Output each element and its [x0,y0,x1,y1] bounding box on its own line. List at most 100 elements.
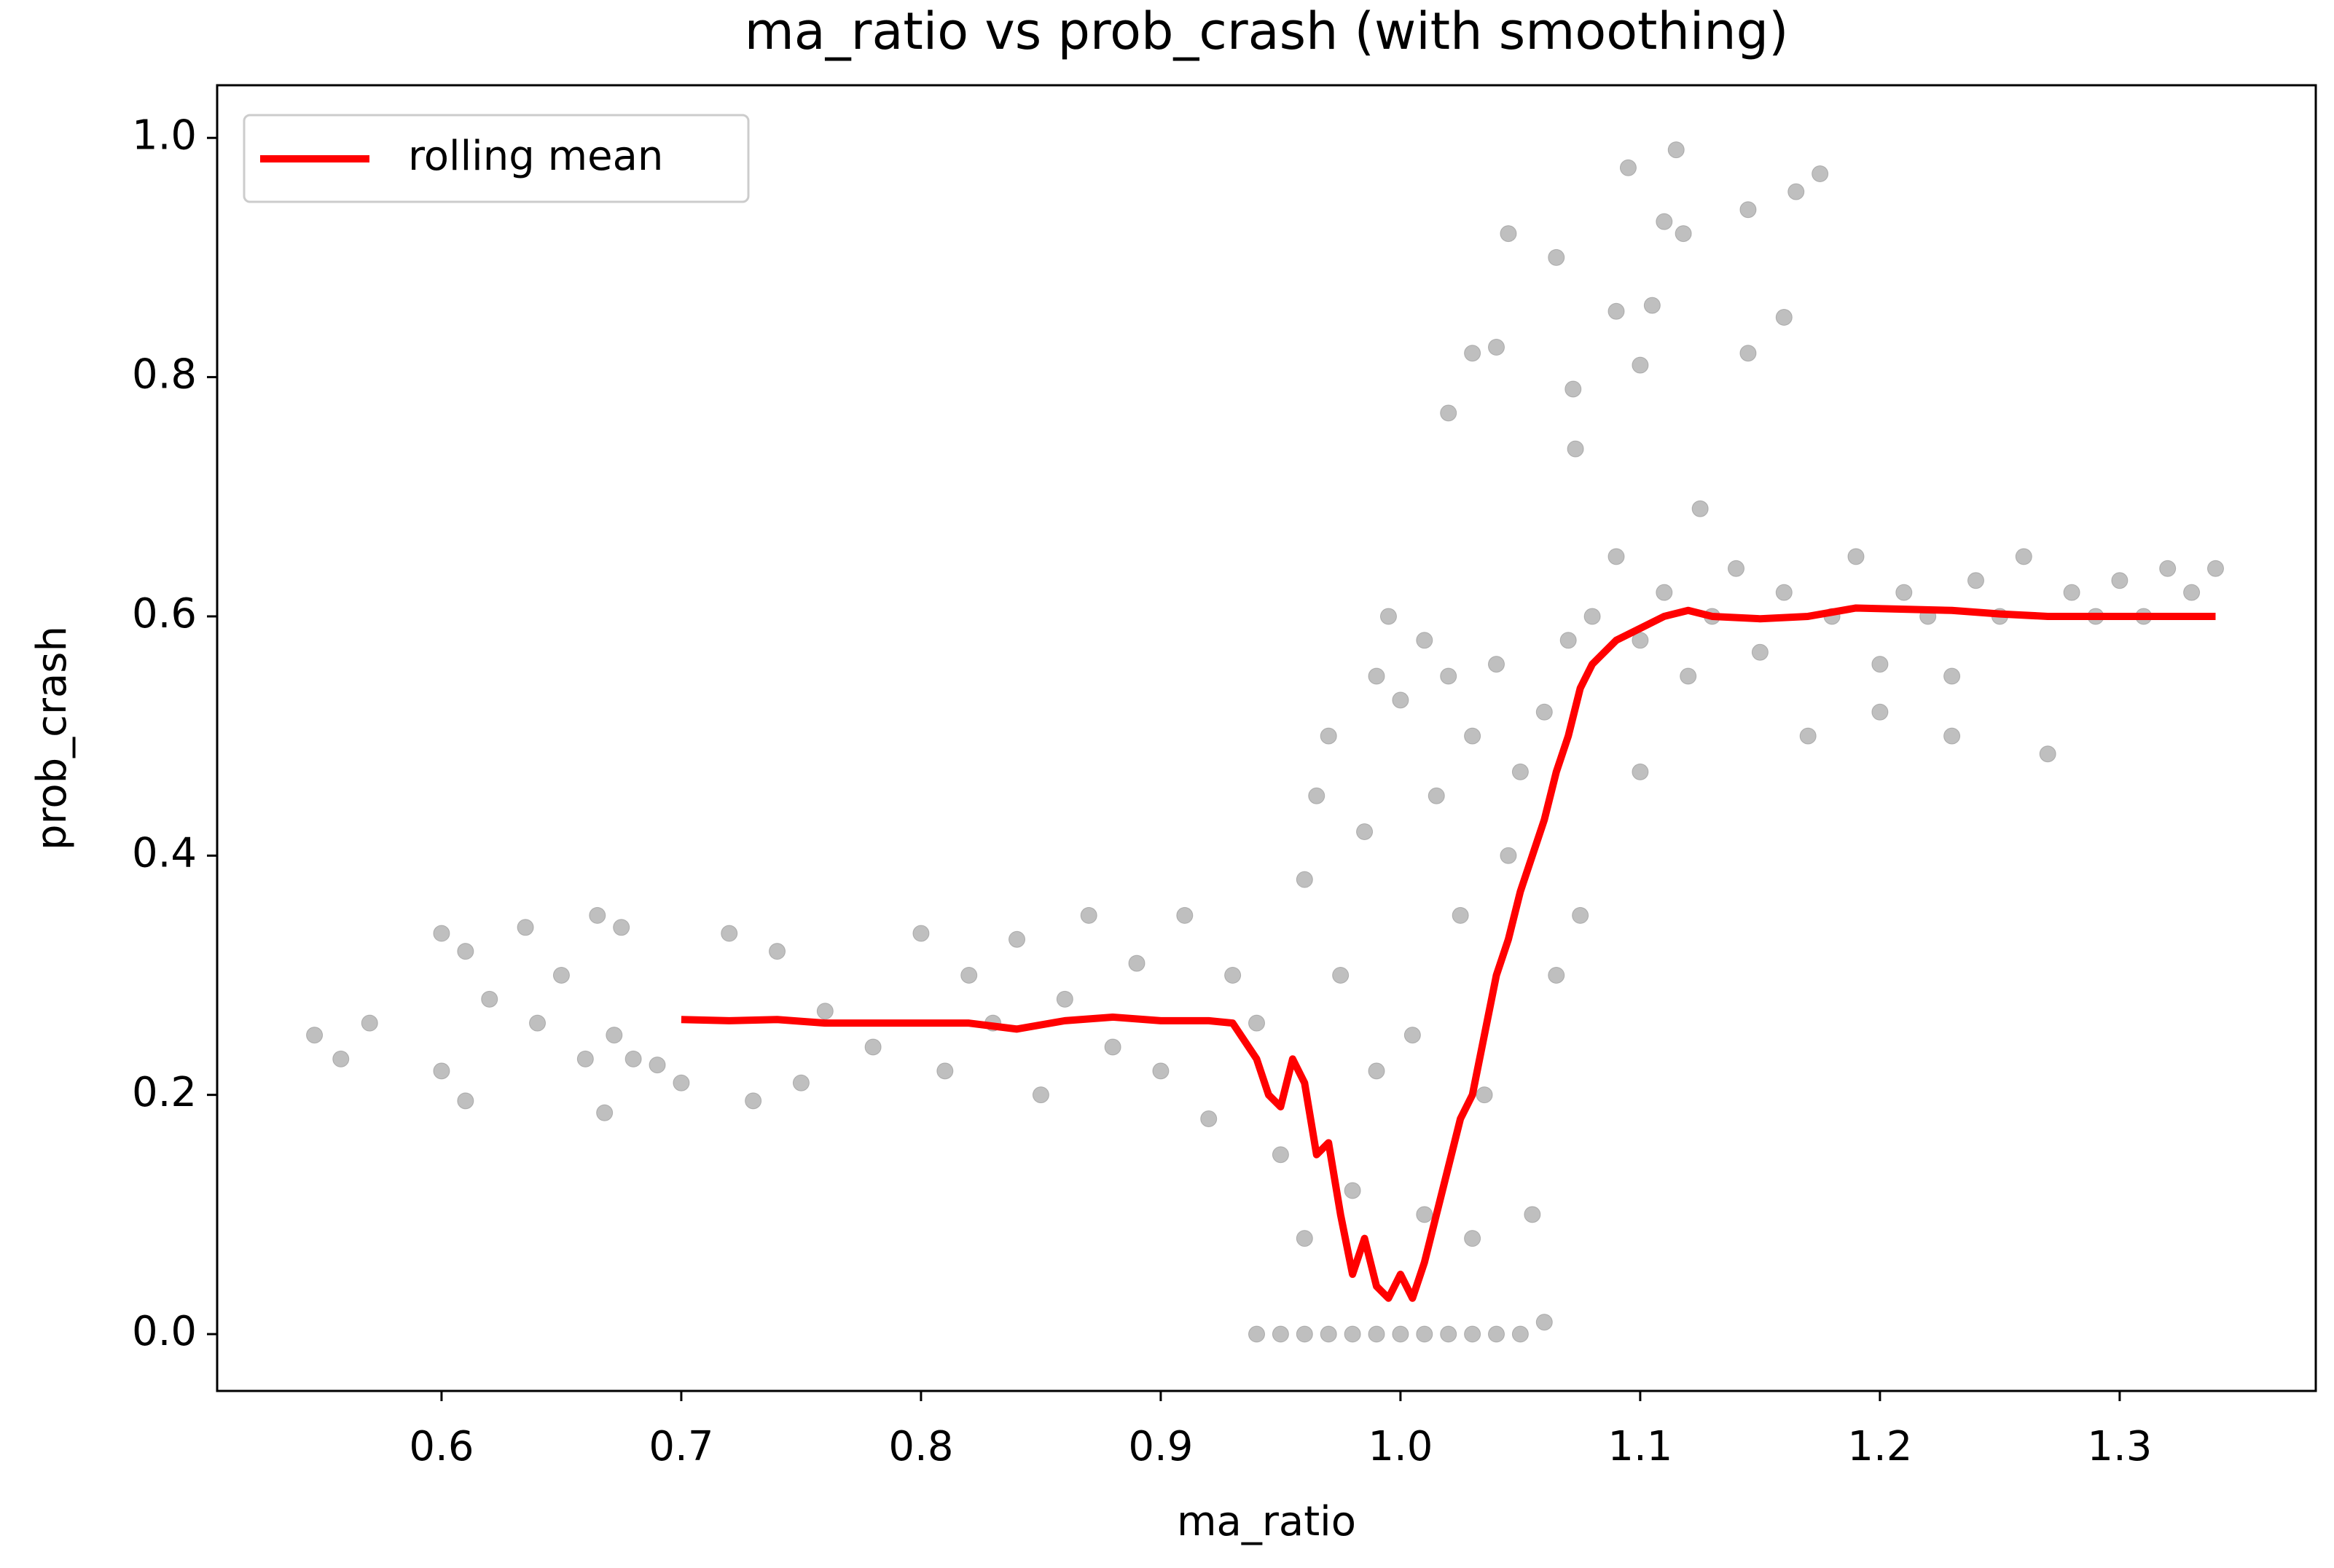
y-tick-label: 0.2 [132,1069,197,1116]
chart-title: ma_ratio vs prob_crash (with smoothing) [745,1,1789,61]
point [1548,248,1565,266]
x-tick-label: 0.7 [649,1423,713,1470]
point [1943,667,1961,685]
x-tick-label: 1.0 [1368,1423,1433,1470]
point [576,1050,594,1067]
line [681,604,2216,1302]
point [1943,727,1961,745]
point [1583,608,1601,625]
point [1871,703,1889,721]
point [481,990,498,1008]
point [1200,1110,1218,1127]
point [1379,608,1397,625]
point [1152,1062,1170,1080]
point [1607,302,1625,320]
point [624,1050,642,1067]
point [1320,727,1337,745]
legend-box [243,114,750,203]
point [1565,380,1582,398]
point [1464,727,1481,745]
point [2111,572,2129,589]
point [769,943,786,960]
point [1895,584,1913,601]
x-tick-label: 0.8 [888,1423,953,1470]
point [1727,560,1744,577]
point [613,919,630,936]
point [1080,906,1097,924]
point [1656,584,1673,601]
point [1680,667,1697,685]
point [1332,966,1350,984]
point [332,1050,350,1067]
point [1392,1325,1409,1343]
x-tick-label: 0.6 [409,1423,474,1470]
point [816,1003,834,1020]
point [1056,990,1073,1008]
point [1812,165,1829,182]
point [1667,141,1685,159]
point [306,1027,324,1044]
point [1344,1182,1361,1199]
point [2039,745,2056,763]
point [1847,548,1865,565]
point [1739,201,1757,219]
point [1739,345,1757,362]
point [1296,1325,1313,1343]
point [745,1092,762,1110]
point [1464,345,1481,362]
x-tick-label: 0.9 [1128,1423,1193,1470]
point [1619,159,1637,176]
y-tick-label: 0.0 [132,1308,197,1355]
y-axis-label: prob_crash [28,626,76,850]
point [1691,500,1709,517]
point [1464,1230,1481,1247]
point [1403,1027,1421,1044]
point [1224,966,1242,984]
point [1272,1146,1289,1164]
point [2015,548,2032,565]
point [1535,703,1553,721]
point [1416,1325,1433,1343]
x-axis-label: ma_ratio [1177,1498,1356,1545]
point [1787,183,1805,200]
point [1416,1206,1433,1223]
point [1248,1325,1266,1343]
point [1500,847,1517,864]
point [1368,667,1385,685]
point [1500,225,1517,243]
point [1535,1314,1553,1331]
y-tick-label: 0.6 [132,590,197,638]
point [1632,356,1649,374]
point [1032,1086,1049,1104]
point [433,925,450,942]
point [1440,404,1457,422]
point [589,906,606,924]
point [1272,1325,1289,1343]
point [596,1104,614,1121]
point [1871,656,1889,673]
plot-frame [216,84,2317,1392]
point [457,1092,474,1110]
point [1751,643,1769,661]
point [936,1062,954,1080]
point [960,966,978,984]
point [606,1027,623,1044]
point [1392,691,1409,709]
point [1675,225,1692,243]
y-tick-label: 0.8 [132,351,197,399]
point [1416,632,1433,649]
y-tick-label: 1.0 [132,111,197,159]
point [2183,584,2201,601]
point [1320,1325,1337,1343]
point [673,1074,690,1091]
point [1368,1325,1385,1343]
point [2206,560,2224,577]
point [1511,1325,1529,1343]
point [361,1014,378,1032]
point [1476,1086,1493,1104]
point [1344,1325,1361,1343]
point [1128,954,1146,972]
point [1248,1014,1266,1032]
point [1775,584,1793,601]
point [1775,309,1793,326]
